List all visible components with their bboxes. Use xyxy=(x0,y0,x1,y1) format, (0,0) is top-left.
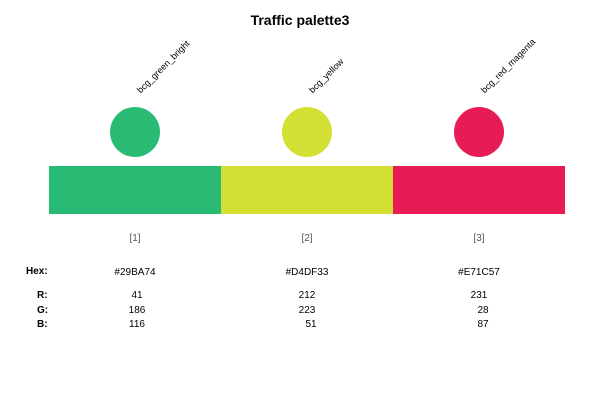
color-bar xyxy=(393,166,565,214)
b-row-label: B: xyxy=(37,319,48,330)
color-bar xyxy=(49,166,221,214)
g-row-label: G: xyxy=(37,305,49,316)
color-name-label: bcg_yellow xyxy=(307,56,346,96)
color-index: [3] xyxy=(473,233,485,244)
color-bar xyxy=(221,166,393,214)
color-hex-value: #E71C57 xyxy=(458,267,500,278)
color-r-value: 231 xyxy=(470,290,488,301)
color-column: bcg_green_bright [1] #29BA74 41 186 116 xyxy=(49,0,221,400)
color-index: [2] xyxy=(301,233,313,244)
palette-title: Traffic palette3 xyxy=(250,12,350,28)
color-name-label: bcg_green_bright xyxy=(135,38,192,96)
color-circle xyxy=(454,107,504,157)
color-b-value: 116 xyxy=(129,319,145,330)
color-column: bcg_yellow [2] #D4DF33 212 223 51 xyxy=(221,0,393,400)
color-g-value: 186 xyxy=(128,305,146,316)
color-index: [1] xyxy=(129,233,141,244)
color-hex-value: #D4DF33 xyxy=(285,267,329,278)
color-circle xyxy=(282,107,332,157)
color-b-value: 51 xyxy=(305,319,317,330)
r-row-label: R: xyxy=(37,290,48,301)
color-r-value: 41 xyxy=(131,290,143,301)
color-b-value: 87 xyxy=(477,319,489,330)
color-g-value: 223 xyxy=(298,305,316,316)
color-circle xyxy=(110,107,160,157)
color-r-value: 212 xyxy=(298,290,316,301)
hex-row-label: Hex: xyxy=(26,266,48,277)
color-g-value: 28 xyxy=(477,305,489,316)
color-hex-value: #29BA74 xyxy=(114,267,156,278)
color-column: bcg_red_magenta [3] #E71C57 231 28 87 xyxy=(393,0,565,400)
color-name-label: bcg_red_magenta xyxy=(479,36,538,96)
